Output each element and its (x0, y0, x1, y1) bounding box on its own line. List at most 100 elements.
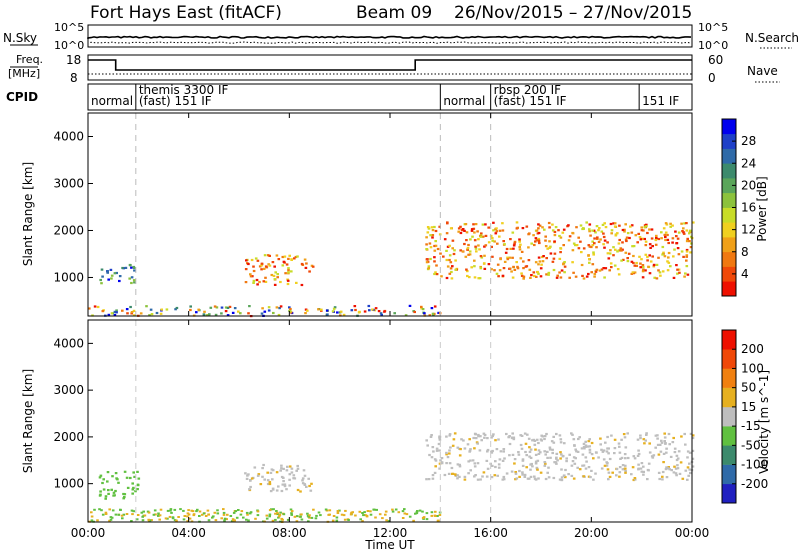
noise-panel-frame (87, 24, 693, 48)
heatmap-cell (514, 471, 517, 474)
heatmap-cell (233, 307, 237, 310)
heatmap-cell (588, 245, 592, 248)
heatmap-cell (688, 451, 692, 454)
heatmap-cell (633, 271, 637, 274)
heatmap-cell (675, 242, 679, 245)
heatmap-cell (130, 520, 133, 522)
heatmap-cell (121, 517, 124, 520)
heatmap-cell (575, 226, 578, 229)
heatmap-cell (136, 470, 139, 473)
heatmap-cell (582, 277, 586, 280)
heatmap-cell (280, 467, 283, 470)
heatmap-cell (288, 254, 291, 257)
heatmap-cell (292, 474, 296, 477)
heatmap-cell (115, 309, 118, 312)
heatmap-cell (317, 308, 320, 311)
ytick-label: 2000 (53, 223, 84, 237)
heatmap-cell (347, 519, 350, 521)
heatmap-cell (133, 281, 136, 284)
heatmap-cell (563, 442, 566, 445)
heatmap-cell (525, 466, 528, 469)
heatmap-cell (107, 492, 110, 495)
heatmap-cell (268, 264, 272, 267)
heatmap-cell (525, 265, 529, 268)
heatmap-cell (618, 445, 621, 448)
heatmap-cell (621, 228, 625, 232)
heatmap-cell (214, 519, 218, 522)
heatmap-cell (147, 518, 150, 521)
heatmap-cell (129, 476, 132, 480)
heatmap-cell (205, 314, 209, 317)
heatmap-cell (685, 229, 689, 232)
heatmap-cell (433, 249, 437, 252)
heatmap-cell (498, 235, 501, 238)
heatmap-cell (641, 276, 645, 279)
heatmap-cell (501, 274, 505, 277)
heatmap-cell (445, 276, 449, 280)
heatmap-cell (503, 260, 507, 263)
heatmap-cell (651, 456, 655, 459)
heatmap-cell (527, 477, 531, 480)
heatmap-cell (613, 447, 617, 450)
heatmap-cell (130, 312, 133, 315)
heatmap-cell (690, 242, 693, 245)
heatmap-cell (403, 508, 406, 511)
heatmap-cell (581, 274, 584, 277)
heatmap-cell (562, 474, 566, 477)
heatmap-cell (571, 460, 575, 463)
heatmap-cell (476, 462, 480, 465)
heatmap-cell (686, 466, 690, 469)
heatmap-cell (497, 438, 500, 441)
heatmap-cell (517, 453, 521, 456)
heatmap-cell (537, 240, 541, 243)
heatmap-cell (336, 510, 340, 512)
heatmap-cell (630, 224, 634, 227)
heatmap-cell (543, 437, 546, 441)
heatmap-cell (308, 514, 311, 517)
heatmap-cell (465, 268, 468, 271)
heatmap-cell (145, 305, 148, 308)
heatmap-cell (164, 517, 168, 520)
heatmap-cell (558, 234, 561, 238)
heatmap-cell (285, 469, 289, 472)
heatmap-cell (477, 433, 480, 437)
heatmap-cell (592, 478, 595, 481)
heatmap-cell (624, 457, 627, 460)
heatmap-cell (645, 223, 648, 226)
heatmap-cell (534, 462, 538, 465)
heatmap-cell (657, 471, 661, 474)
heatmap-cell (132, 265, 135, 269)
heatmap-cell (588, 261, 591, 264)
heatmap-cell (132, 510, 135, 513)
heatmap-cell (418, 509, 422, 512)
heatmap-cell (496, 263, 500, 266)
heatmap-cell (592, 253, 595, 256)
heatmap-cell (606, 468, 610, 471)
heatmap-cell (495, 230, 498, 233)
heatmap-cell (559, 451, 562, 454)
heatmap-cell (515, 477, 519, 480)
heatmap-cell (113, 313, 117, 317)
heatmap-cell (114, 513, 118, 516)
heatmap-cell (623, 230, 626, 233)
heatmap-cell (247, 473, 250, 476)
heatmap-cell (248, 488, 251, 491)
heatmap-cell (173, 508, 177, 511)
heatmap-cell (109, 516, 113, 519)
heatmap-cell (135, 518, 139, 521)
heatmap-cell (590, 469, 593, 472)
heatmap-cell (128, 277, 131, 280)
heatmap-cell (640, 258, 643, 261)
heatmap-cell (654, 238, 658, 242)
heatmap-cell (673, 465, 676, 468)
heatmap-cell (279, 469, 282, 472)
heatmap-cell (511, 432, 514, 435)
heatmap-cell (559, 276, 563, 279)
heatmap-cell (580, 263, 584, 267)
heatmap-cell (564, 476, 567, 479)
heatmap-cell (361, 520, 364, 523)
heatmap-cell (610, 229, 614, 232)
ytick-label: 3000 (53, 383, 84, 397)
heatmap-cell (252, 269, 256, 273)
